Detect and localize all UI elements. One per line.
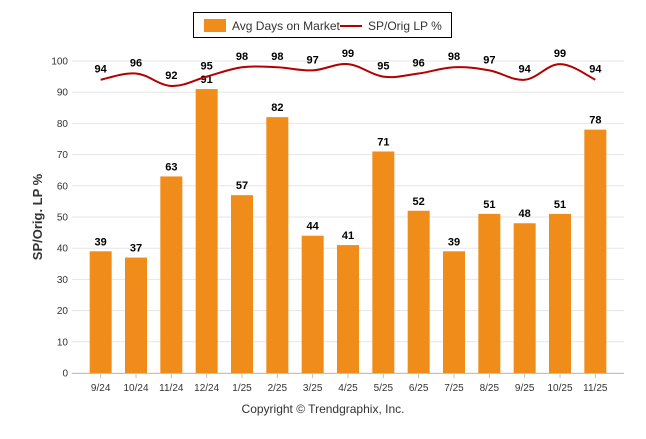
line-value-label: 96: [413, 57, 425, 69]
line-value-label: 98: [236, 51, 248, 63]
legend-label-bar: Avg Days on Market: [232, 19, 340, 33]
bar: [160, 176, 183, 373]
line-value-label: 97: [307, 54, 319, 66]
bar-value-label: 41: [342, 230, 354, 242]
x-tick-label: 11/24: [159, 383, 184, 394]
legend-swatch-bar: [204, 19, 226, 32]
copyright-footer: Copyright © Trendgraphix, Inc.: [241, 402, 405, 416]
bar-value-label: 52: [413, 196, 425, 208]
line-value-label: 99: [554, 48, 566, 60]
sp-orig-lp-line: [100, 63, 596, 87]
line-value-label: 95: [201, 61, 213, 73]
bar-value-label: 57: [236, 180, 248, 192]
bar: [266, 117, 289, 373]
x-tick-label: 10/25: [547, 383, 572, 394]
x-tick-label: 4/25: [338, 383, 358, 394]
y-tick-label: 0: [62, 369, 68, 380]
bar-value-label: 82: [271, 102, 283, 114]
bar: [337, 245, 359, 373]
x-tick-label: 10/24: [123, 383, 148, 394]
x-tick-label: 2/25: [268, 383, 288, 394]
bar-value-label: 71: [377, 136, 389, 148]
line-value-label: 94: [519, 64, 532, 76]
x-tick-label: 9/24: [91, 383, 111, 394]
x-tick-label: 3/25: [303, 383, 323, 394]
legend-label-line: SP/Orig LP %: [368, 19, 442, 33]
line-value-label: 98: [271, 51, 283, 63]
bar: [89, 251, 112, 373]
legend-swatch-line: [340, 25, 362, 27]
x-tick-label: 8/25: [480, 383, 500, 394]
bar-value-label: 51: [554, 199, 566, 211]
bar: [443, 251, 465, 373]
x-tick-label: 12/24: [194, 383, 219, 394]
line-value-label: 99: [342, 48, 354, 60]
x-tick-label: 7/25: [444, 383, 464, 394]
bar-value-label: 39: [95, 236, 107, 248]
x-tick-label: 11/25: [583, 383, 608, 394]
x-tick-label: 6/25: [409, 383, 429, 394]
bar-value-label: 63: [165, 161, 177, 173]
bar: [513, 223, 536, 373]
bar: [407, 210, 430, 373]
bar: [195, 89, 218, 373]
bar-value-label: 51: [483, 199, 495, 211]
y-tick-label: 80: [57, 119, 69, 130]
x-tick-label: 9/25: [515, 383, 535, 394]
bar-value-label: 78: [589, 115, 601, 127]
y-tick-label: 90: [57, 88, 69, 99]
y-tick-label: 20: [57, 306, 69, 317]
bar-value-label: 44: [307, 221, 320, 233]
y-tick-label: 50: [57, 213, 69, 224]
y-tick-label: 100: [51, 57, 68, 68]
bar: [301, 235, 324, 373]
bar-value-label: 48: [519, 208, 531, 220]
y-tick-label: 70: [57, 150, 69, 161]
line-value-label: 97: [483, 54, 495, 66]
legend: Avg Days on Market SP/Orig LP %: [193, 12, 452, 38]
line-value-label: 96: [130, 57, 142, 69]
x-tick-label: 1/25: [232, 383, 252, 394]
x-tick-label: 5/25: [374, 383, 394, 394]
bar-value-label: 39: [448, 236, 460, 248]
bar: [584, 129, 607, 373]
bar-value-label: 37: [130, 243, 142, 255]
y-tick-label: 60: [57, 181, 69, 192]
line-value-label: 94: [95, 64, 108, 76]
line-value-label: 98: [448, 51, 460, 63]
bar: [549, 213, 571, 373]
line-value-label: 95: [377, 61, 389, 73]
bar: [125, 257, 147, 373]
line-value-label: 94: [589, 64, 602, 76]
line-value-label: 92: [165, 70, 177, 82]
y-axis-title: SP/Orig. LP %: [30, 173, 45, 260]
y-tick-label: 40: [57, 244, 69, 255]
y-tick-label: 30: [57, 275, 69, 286]
y-tick-label: 10: [57, 337, 69, 348]
bar: [372, 151, 395, 373]
bar: [231, 195, 253, 373]
bar: [478, 213, 501, 373]
